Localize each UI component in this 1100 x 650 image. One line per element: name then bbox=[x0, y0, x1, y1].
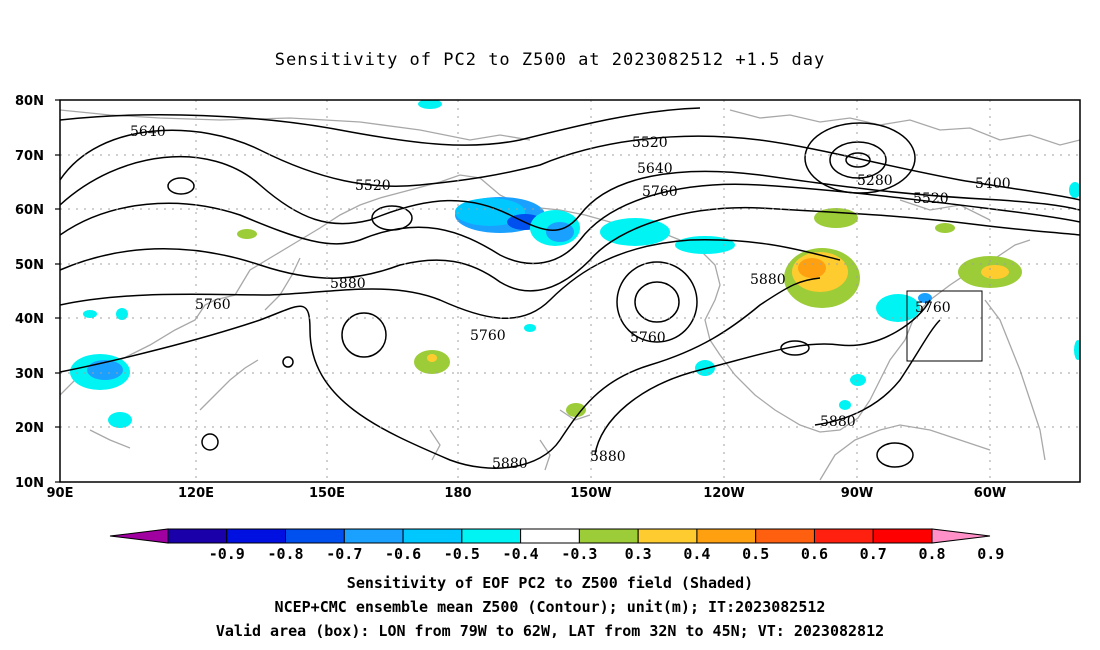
colorbar-swatch bbox=[226, 528, 287, 544]
contour-label: 5400 bbox=[975, 176, 1011, 192]
colorbar-label: -0.9 bbox=[209, 545, 245, 563]
contour-label: 5640 bbox=[637, 161, 673, 177]
caption-line-1: Sensitivity of EOF PC2 to Z500 field (Sh… bbox=[346, 574, 754, 592]
colorbar-swatch bbox=[578, 528, 639, 544]
colorbar-swatch bbox=[696, 528, 757, 544]
colorbar-label: -0.7 bbox=[326, 545, 362, 563]
colorbar-label: 0.3 bbox=[625, 545, 652, 563]
contour-label: 5760 bbox=[470, 328, 506, 344]
lat-label: 80N bbox=[15, 94, 44, 109]
lon-label: 150W bbox=[570, 486, 611, 501]
lat-label: 40N bbox=[15, 312, 44, 327]
contour-labels: 5640 5520 5520 5640 5760 5280 5400 5520 … bbox=[130, 124, 1011, 472]
lon-label: 120W bbox=[703, 486, 744, 501]
colorbar-swatch bbox=[343, 528, 404, 544]
contour-label: 5880 bbox=[492, 456, 528, 472]
colorbar-swatch bbox=[461, 528, 522, 544]
colorbar-label: -0.3 bbox=[561, 545, 597, 563]
lon-label: 150E bbox=[309, 486, 345, 501]
colorbar-swatch bbox=[520, 528, 580, 544]
colorbar-label: 0.5 bbox=[742, 545, 769, 563]
colorbar-swatch bbox=[637, 528, 698, 544]
caption-line-2: NCEP+CMC ensemble mean Z500 (Contour); u… bbox=[274, 598, 826, 616]
colorbar-swatch bbox=[402, 528, 463, 544]
contour-label: 5880 bbox=[820, 414, 856, 430]
colorbar-max-triangle bbox=[931, 528, 991, 544]
contour-label: 5520 bbox=[355, 178, 391, 194]
colorbar-label: 0.6 bbox=[801, 545, 828, 563]
colorbar-label: 0.7 bbox=[860, 545, 887, 563]
colorbar-label: 0.9 bbox=[977, 545, 1004, 563]
coastlines bbox=[60, 109, 1080, 481]
lon-label: 180 bbox=[444, 486, 471, 501]
latitude-labels: 80N 70N 60N 50N 40N 30N 20N 10N bbox=[15, 94, 44, 491]
longitude-labels: 90E 120E 150E 180 150W 120W 90W 60W bbox=[47, 486, 1007, 501]
map-title: Sensitivity of PC2 to Z500 at 2023082512… bbox=[274, 50, 826, 70]
contour-label: 5760 bbox=[195, 297, 231, 313]
contours bbox=[60, 107, 1080, 469]
gridlines bbox=[60, 100, 1080, 482]
colorbar-swatch bbox=[285, 528, 345, 544]
contour-label: 5760 bbox=[915, 300, 951, 316]
colorbar-swatch bbox=[167, 528, 228, 544]
contour-label: 5520 bbox=[913, 191, 949, 207]
colorbar-label: -0.6 bbox=[385, 545, 421, 563]
contour-label: 5520 bbox=[632, 135, 668, 151]
colorbar-label: -0.8 bbox=[267, 545, 303, 563]
contour-label: 5880 bbox=[330, 276, 366, 292]
lon-label: 60W bbox=[974, 486, 1006, 501]
lat-label: 60N bbox=[15, 203, 44, 218]
lon-label: 90W bbox=[841, 486, 873, 501]
colorbar-label: -0.4 bbox=[503, 545, 539, 563]
lat-label: 20N bbox=[15, 421, 44, 436]
colorbar-swatch bbox=[755, 528, 815, 544]
colorbar-label: 0.8 bbox=[918, 545, 945, 563]
lon-label: 90E bbox=[47, 486, 74, 501]
caption-line-3: Valid area (box): LON from 79W to 62W, L… bbox=[215, 622, 885, 640]
valid-area-box bbox=[906, 290, 983, 362]
colorbar-label: 0.4 bbox=[683, 545, 710, 563]
lat-label: 70N bbox=[15, 149, 44, 164]
sensitivity-shading bbox=[70, 100, 1080, 428]
tick-marks bbox=[55, 99, 60, 483]
colorbar-min-triangle bbox=[109, 528, 169, 544]
contour-label: 5640 bbox=[130, 124, 166, 140]
lat-label: 50N bbox=[15, 258, 44, 273]
contour-label: 5880 bbox=[750, 272, 786, 288]
lat-label: 10N bbox=[15, 476, 44, 491]
colorbar: -0.9 -0.8 -0.7 -0.6 -0.5 -0.4 -0.3 0.3 0.4 0.5 0.6… bbox=[109, 528, 1004, 563]
lat-label: 30N bbox=[15, 367, 44, 382]
lon-label: 120E bbox=[178, 486, 214, 501]
contour-label: 5760 bbox=[630, 330, 666, 346]
colorbar-swatch bbox=[813, 528, 874, 544]
colorbar-label: -0.5 bbox=[444, 545, 480, 563]
contour-label: 5280 bbox=[857, 173, 893, 189]
contour-label: 5760 bbox=[642, 184, 678, 200]
colorbar-swatch bbox=[872, 528, 933, 544]
contour-label: 5880 bbox=[590, 449, 626, 465]
map-frame bbox=[59, 99, 1081, 483]
